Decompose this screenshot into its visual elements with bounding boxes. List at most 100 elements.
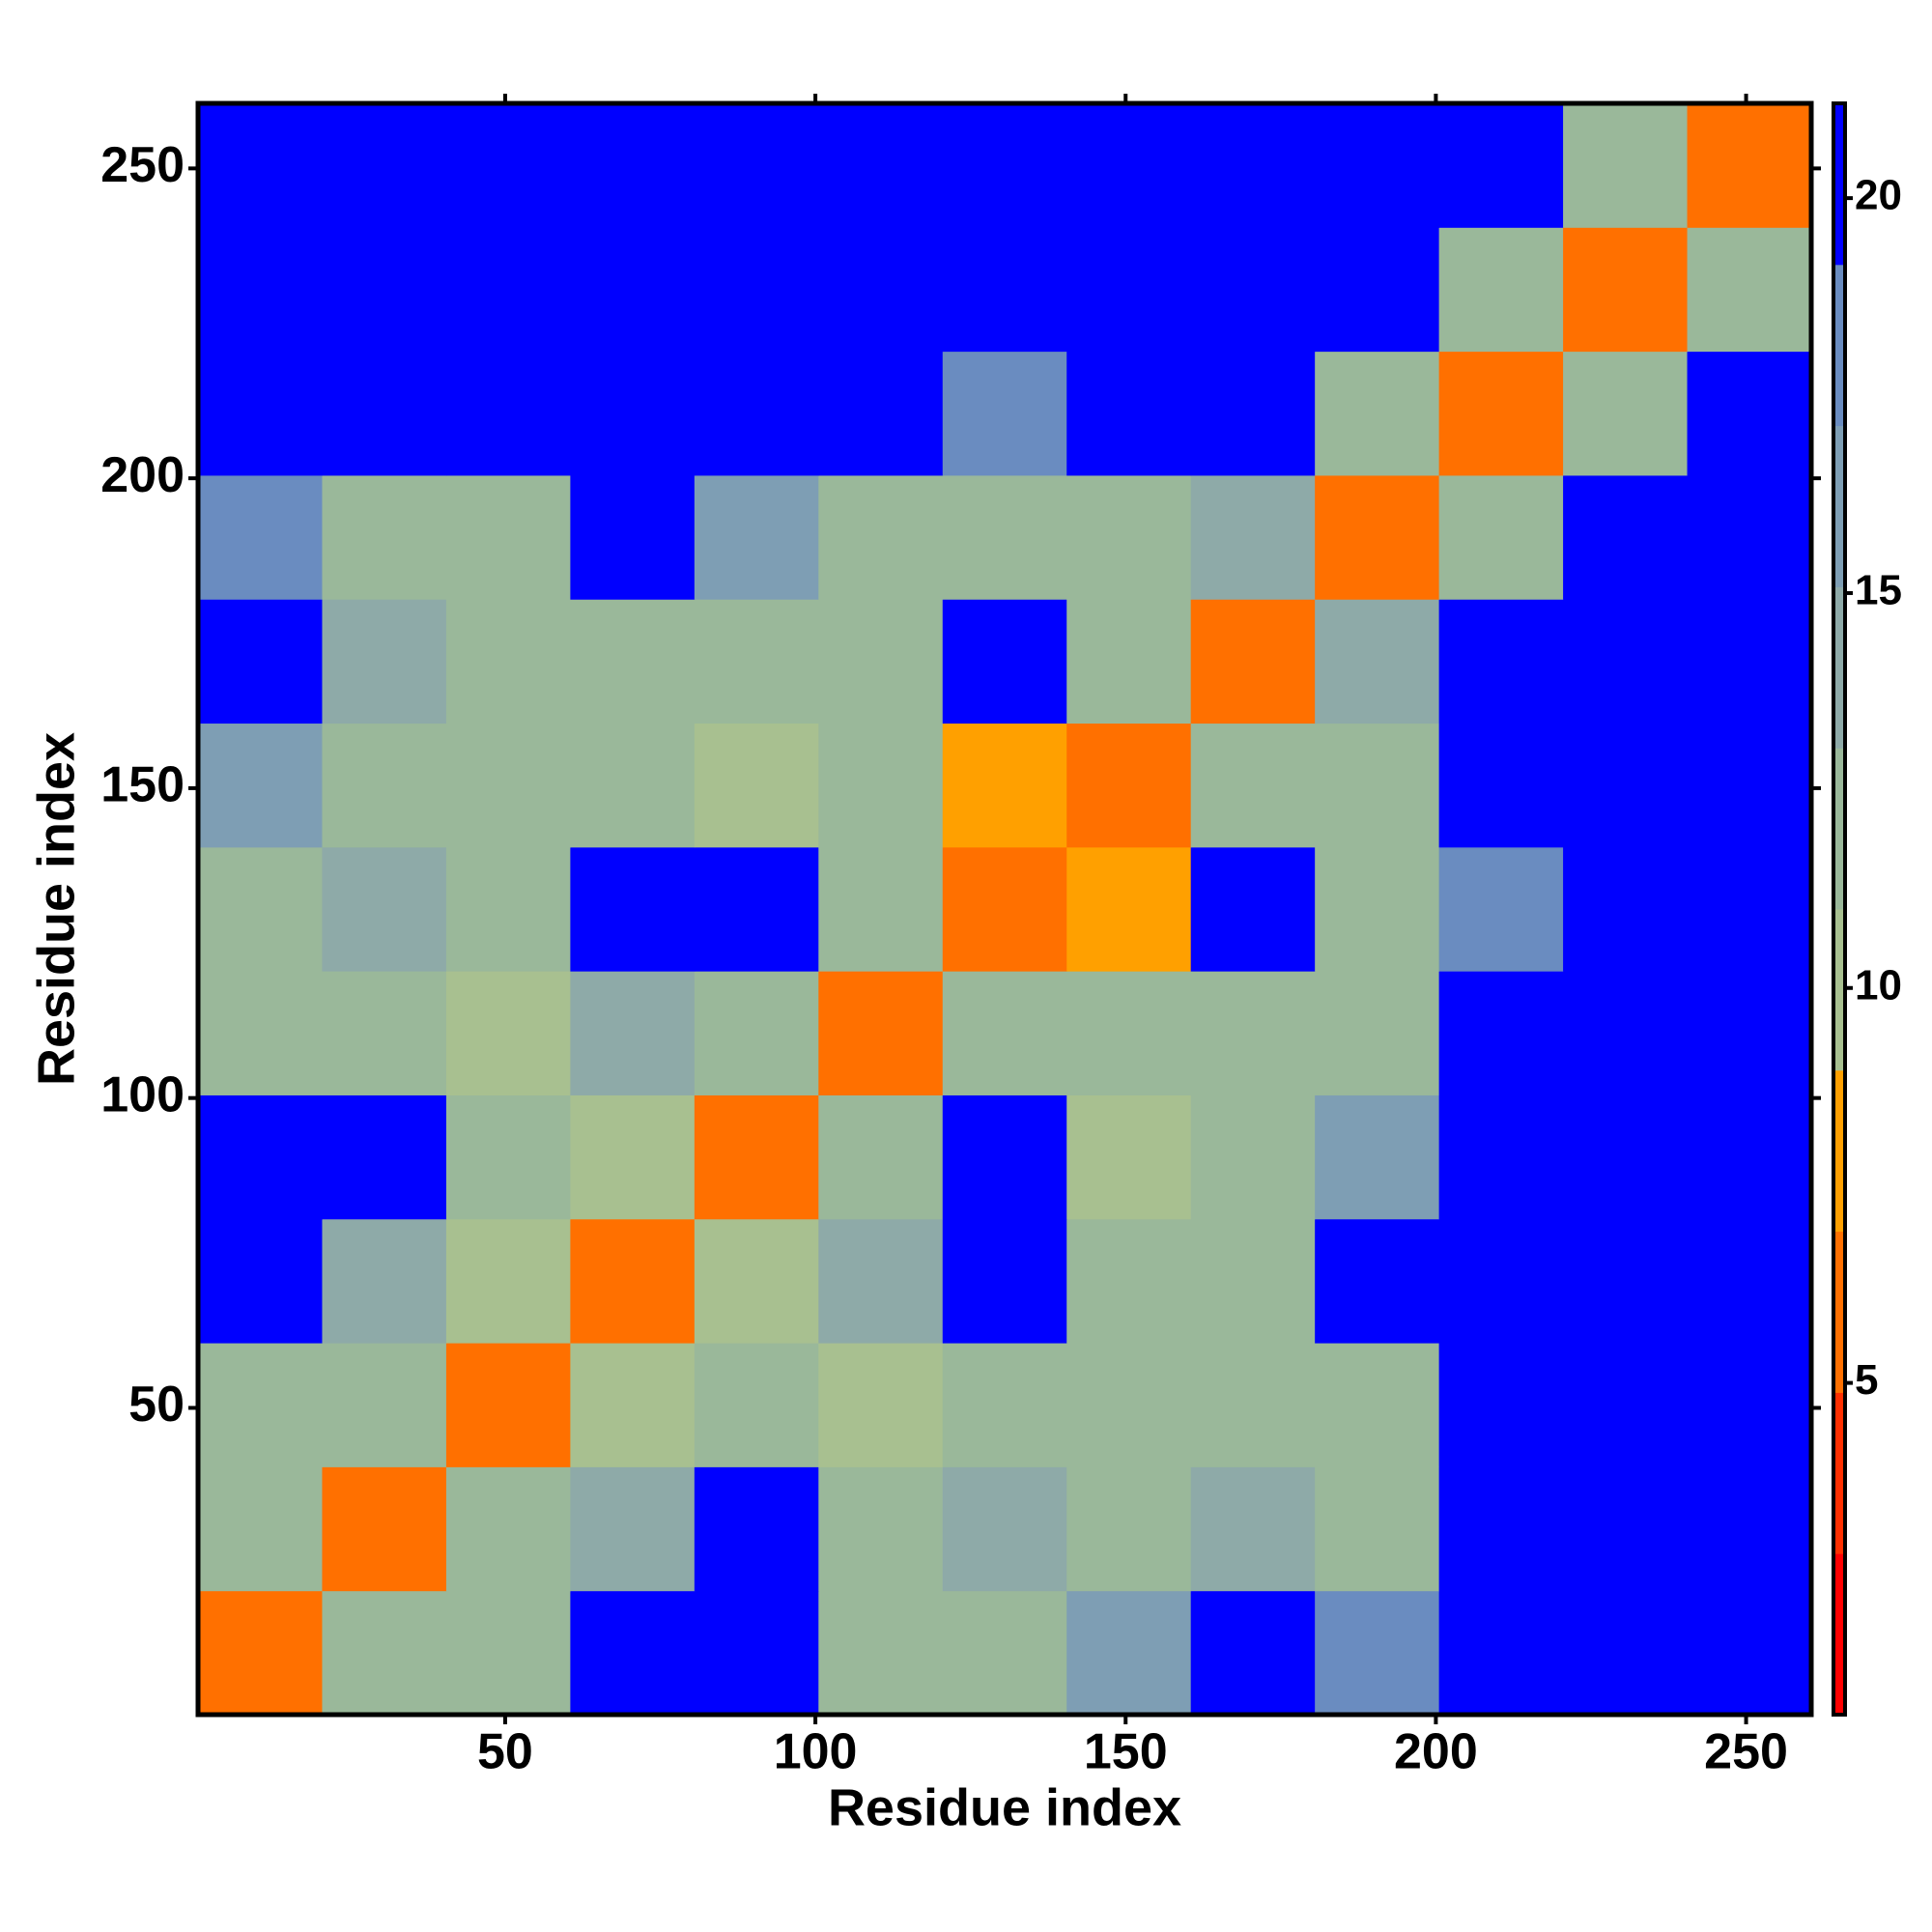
heatmap-cell	[1066, 103, 1192, 228]
heatmap-cell	[198, 723, 323, 848]
heatmap-cell	[445, 1094, 571, 1220]
heatmap-cell	[322, 1590, 447, 1715]
heatmap-cell	[322, 971, 447, 1095]
heatmap-cell	[322, 474, 447, 600]
heatmap-cell	[1190, 599, 1316, 724]
heatmap-cell	[198, 474, 323, 600]
heatmap-cell	[1438, 227, 1564, 353]
heatmap-cell	[445, 103, 571, 228]
heatmap-cell	[1687, 351, 1811, 476]
heatmap-cell	[818, 846, 944, 972]
heatmap-cell	[1687, 971, 1811, 1095]
heatmap-cell	[942, 227, 1067, 353]
heatmap-cell	[1687, 474, 1811, 600]
colorbar-band	[1833, 103, 1845, 266]
x-tick-label: 100	[774, 1724, 858, 1780]
heatmap-cell	[1315, 1590, 1440, 1715]
heatmap-cell	[1687, 1466, 1811, 1592]
heatmap-cell	[1066, 1094, 1192, 1220]
y-tick-label: 150	[100, 757, 185, 813]
heatmap-cell	[570, 1590, 696, 1715]
heatmap-cell	[1438, 1343, 1564, 1467]
colorbar-band	[1833, 425, 1845, 587]
heatmap-cell	[198, 1218, 323, 1344]
x-tick-label: 150	[1084, 1724, 1168, 1780]
heatmap-cell	[942, 971, 1067, 1095]
heatmap-cell	[322, 723, 447, 848]
heatmap-cell	[694, 723, 819, 848]
heatmap-cell	[1066, 474, 1192, 600]
heatmap-cell	[942, 1094, 1067, 1220]
heatmap-cell	[1190, 1466, 1316, 1592]
heatmap-cell	[694, 1466, 819, 1592]
heatmap-cell	[694, 599, 819, 724]
x-tick-label: 50	[477, 1724, 533, 1780]
heatmap-cell	[1438, 846, 1564, 972]
heatmap-cell	[1190, 846, 1316, 972]
heatmap-cell	[322, 351, 447, 476]
heatmap-cell	[1066, 846, 1192, 972]
heatmap-cell	[570, 971, 696, 1095]
heatmap-cell	[942, 1466, 1067, 1592]
heatmap-cell	[1315, 227, 1440, 353]
heatmap-cell	[1687, 1590, 1811, 1715]
heatmap-cell	[1190, 723, 1316, 848]
heatmap-cell	[445, 1343, 571, 1467]
heatmap-cell	[818, 1590, 944, 1715]
heatmap-cell	[1438, 971, 1564, 1095]
heatmap-cells	[198, 103, 1811, 1715]
heatmap-cell	[445, 1590, 571, 1715]
heatmap-cell	[445, 227, 571, 353]
heatmap-cell	[570, 1094, 696, 1220]
heatmap-cell	[1066, 1343, 1192, 1467]
heatmap-cell	[1687, 1094, 1811, 1220]
heatmap-cell	[1687, 1218, 1811, 1344]
heatmap-cell	[818, 599, 944, 724]
heatmap-cell	[694, 351, 819, 476]
heatmap-cell	[198, 1590, 323, 1715]
heatmap-cell	[694, 1094, 819, 1220]
heatmap-cell	[1438, 1466, 1564, 1592]
heatmap-cell	[198, 1466, 323, 1592]
plot-frame	[195, 100, 1814, 1718]
colorbar-band	[1833, 1231, 1845, 1393]
heatmap-cell	[322, 1343, 447, 1467]
colorbar-band	[1833, 1553, 1845, 1716]
colorbar-tick-label: 20	[1855, 172, 1902, 219]
heatmap-cell	[1563, 1094, 1689, 1220]
heatmap-cell	[1438, 723, 1564, 848]
y-tick-label: 50	[128, 1377, 185, 1433]
heatmap-cell	[445, 846, 571, 972]
heatmap-cell	[1066, 971, 1192, 1095]
heatmap-cell	[1563, 1590, 1689, 1715]
heatmap-cell	[570, 227, 696, 353]
heatmap-cell	[1066, 1218, 1192, 1344]
heatmap-cell	[1438, 103, 1564, 228]
heatmap-cell	[1563, 846, 1689, 972]
heatmap-cell	[818, 103, 944, 228]
heatmap-cell	[1563, 474, 1689, 600]
colorbar-band	[1833, 586, 1845, 749]
heatmap-cell	[942, 1218, 1067, 1344]
heatmap-cell	[445, 599, 571, 724]
colorbar-frame	[1832, 101, 1847, 1717]
heatmap-cell	[694, 474, 819, 600]
heatmap-cell	[818, 1466, 944, 1592]
heatmap-cell	[1315, 1218, 1440, 1344]
heatmap-cell	[445, 474, 571, 600]
heatmap-cell	[1563, 103, 1689, 228]
heatmap-cell	[322, 846, 447, 972]
heatmap-cell	[1438, 599, 1564, 724]
heatmap-cell	[694, 1590, 819, 1715]
heatmap-cell	[1315, 1343, 1440, 1467]
heatmap-cell	[1315, 1094, 1440, 1220]
heatmap-cell	[942, 723, 1067, 848]
heatmap-cell	[1687, 846, 1811, 972]
heatmap-cell	[1315, 723, 1440, 848]
heatmap-cell	[1687, 599, 1811, 724]
heatmap-cell	[942, 474, 1067, 600]
colorbar-tick-label: 10	[1855, 961, 1902, 1009]
heatmap-cell	[1438, 474, 1564, 600]
heatmap-cell	[570, 723, 696, 848]
